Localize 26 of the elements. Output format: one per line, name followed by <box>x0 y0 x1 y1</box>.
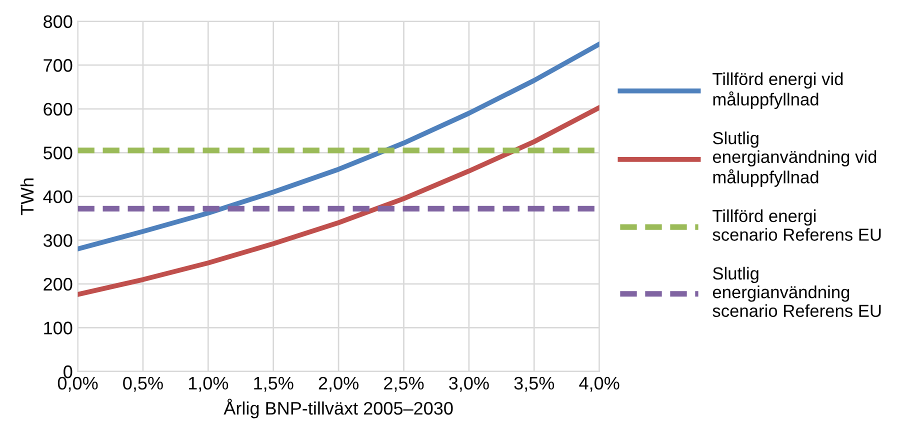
x-axis-title: Årlig BNP-tillväxt 2005–2030 <box>224 398 453 418</box>
x-tick-label: 3,0% <box>449 376 489 392</box>
legend-label: Slutlig energianvändning scenario Referens EU <box>712 266 881 318</box>
y-tick-label: 400 <box>43 190 72 204</box>
x-tick-label: 2,0% <box>318 376 358 392</box>
x-tick-label: 4,0% <box>579 376 620 392</box>
x-tick-label: 0,5% <box>123 376 163 392</box>
y-tick-label: 700 <box>44 59 72 72</box>
line-series <box>78 105 600 297</box>
x-tick-label: 1,0% <box>188 376 228 392</box>
legend-label: Tillförd energi vid måluppfyllnad <box>712 72 843 109</box>
x-tick-label: 0,0% <box>58 376 98 392</box>
x-tick-label: 2,5% <box>384 376 424 392</box>
x-tick-label: 3,5% <box>514 376 554 392</box>
y-axis-title: TWh <box>20 178 34 216</box>
x-tick-label: 1,5% <box>254 376 294 392</box>
line-series <box>78 42 600 252</box>
y-tick-label: 800 <box>44 15 72 28</box>
legend-label: Tillförd energi scenario Referens EU <box>712 209 881 241</box>
y-tick-label: 600 <box>44 102 72 116</box>
y-tick-label: 300 <box>43 234 72 247</box>
legend-label: Slutlig energianvändning vid måluppfyllnad <box>712 132 876 187</box>
y-tick-label: 0 <box>64 365 72 378</box>
y-tick-label: 500 <box>44 146 72 160</box>
y-tick-label: 100 <box>44 322 72 334</box>
y-tick-label: 200 <box>44 278 72 291</box>
